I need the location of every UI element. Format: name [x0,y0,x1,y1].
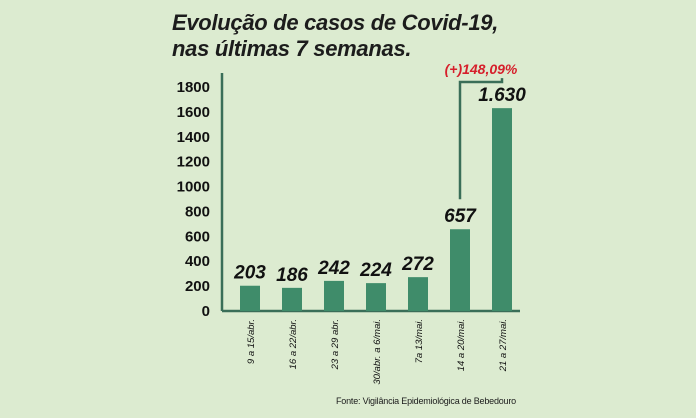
y-tick-label: 800 [185,203,210,220]
title-line-1: Evolução de casos de Covid-19, [172,10,499,35]
y-tick-label: 600 [185,228,210,245]
chart-title: Evolução de casos de Covid-19, nas últim… [172,10,498,62]
bar [282,287,302,311]
growth-bracket [458,78,504,200]
x-tick-label: 7a 13/mai. [414,319,425,363]
y-tick-label: 1800 [177,79,210,96]
y-tick-label: 200 [185,278,210,295]
bar [450,229,470,311]
growth-annotation: (+)148,09% [445,61,518,77]
y-tick-label: 0 [202,303,210,320]
x-tick-label: 9 a 15/abr. [246,319,257,364]
bar [408,277,428,311]
data-label: 1.630 [478,85,526,106]
data-label: 186 [276,265,308,286]
data-label: 272 [401,254,434,275]
title-line-2: nas últimas 7 semanas. [172,36,412,61]
y-tick-label: 1600 [177,104,210,121]
data-label: 224 [359,260,392,281]
x-tick-label: 16 a 22/abr. [288,319,299,369]
x-tick-label: 21 a 27/mai. [498,319,509,372]
bar [366,283,386,311]
y-tick-label: 400 [185,253,210,270]
data-label: 203 [233,263,266,284]
x-tick-label: 14 a 20/mai. [456,319,467,371]
bar [492,108,512,312]
y-tick-label: 1200 [177,154,210,171]
y-tick-label: 1000 [177,179,210,196]
bar [324,280,344,311]
x-tick-label: 30/abr. a 6/mai. [372,319,383,385]
source-note: Fonte: Vigilância Epidemiológica de Bebe… [336,396,516,406]
y-tick-label: 1400 [177,129,210,146]
x-tick-label: 23 a 29 abr. [330,319,341,370]
data-label: 242 [317,258,350,279]
bar [240,285,260,311]
data-label: 657 [444,206,477,227]
